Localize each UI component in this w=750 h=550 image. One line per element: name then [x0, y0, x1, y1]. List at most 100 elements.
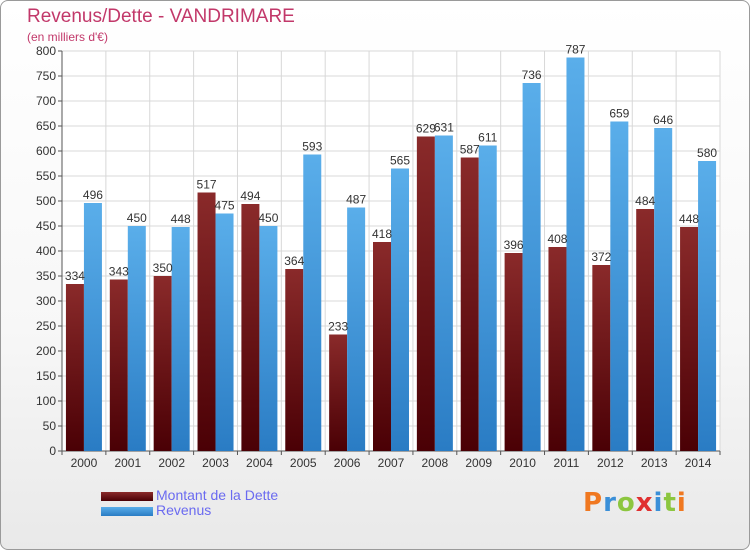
y-tick-label: 200	[36, 344, 56, 358]
data-label-debt: 350	[153, 261, 173, 275]
data-label-debt: 587	[460, 143, 480, 157]
data-label-revenue: 736	[522, 68, 542, 82]
y-tick-label: 750	[36, 69, 56, 83]
logo-letter: P	[583, 488, 604, 518]
data-label-revenue: 496	[83, 188, 103, 202]
bar-revenue	[347, 207, 366, 451]
data-label-debt: 517	[197, 178, 217, 192]
data-label-revenue: 448	[171, 212, 191, 226]
bar-debt	[65, 284, 84, 451]
data-label-debt: 418	[372, 227, 392, 241]
y-tick-label: 800	[36, 44, 56, 58]
x-tick-label: 2004	[246, 456, 273, 470]
data-label-revenue: 580	[697, 146, 717, 160]
y-tick-label: 350	[36, 269, 56, 283]
bar-debt	[329, 334, 348, 451]
bar-debt	[592, 265, 611, 451]
bar-revenue	[215, 213, 234, 451]
bar-revenue	[259, 226, 278, 451]
y-tick-label: 300	[36, 294, 56, 308]
bar-debt	[504, 253, 523, 451]
bar-debt	[197, 192, 216, 451]
bar-revenue	[610, 121, 629, 451]
bar-revenue	[654, 128, 673, 451]
bar-revenue	[434, 135, 453, 451]
y-tick-label: 550	[36, 169, 56, 183]
bar-debt	[416, 136, 435, 451]
y-tick-label: 0	[49, 444, 56, 458]
data-label-debt: 494	[240, 189, 260, 203]
data-label-debt: 372	[591, 250, 611, 264]
data-label-revenue: 565	[390, 154, 410, 168]
x-tick-label: 2008	[422, 456, 449, 470]
legend-swatch-revenue	[101, 507, 153, 516]
x-tick-label: 2006	[334, 456, 361, 470]
legend-label-debt: Montant de la Dette	[156, 487, 279, 503]
bar-revenue	[698, 161, 717, 451]
data-label-revenue: 611	[478, 131, 497, 145]
chart-title: Revenus/Dette - VANDRIMARE	[27, 6, 295, 27]
bar-debt	[548, 247, 567, 451]
x-tick-label: 2001	[114, 456, 141, 470]
data-label-revenue: 487	[346, 193, 366, 207]
bar-revenue	[566, 57, 585, 451]
y-tick-label: 250	[36, 319, 56, 333]
data-label-revenue: 787	[565, 43, 585, 57]
bar-debt	[109, 279, 128, 451]
bar-debt	[636, 209, 655, 451]
logo-letter: r	[603, 488, 617, 518]
x-tick-label: 2002	[158, 456, 185, 470]
data-label-debt: 364	[284, 254, 304, 268]
data-label-debt: 343	[109, 265, 129, 279]
y-tick-label: 450	[36, 219, 56, 233]
bar-revenue	[391, 168, 409, 451]
x-tick-label: 2003	[202, 456, 229, 470]
y-tick-label: 700	[36, 94, 56, 108]
logo-letter: i	[676, 488, 687, 518]
data-label-debt: 396	[504, 238, 524, 252]
bar-revenue	[478, 145, 497, 451]
data-label-debt: 233	[328, 320, 348, 334]
bar-revenue	[127, 226, 146, 451]
bar-revenue	[171, 227, 190, 451]
logo-letter: i	[653, 488, 664, 518]
x-tick-label: 2007	[378, 456, 405, 470]
data-label-debt: 448	[679, 212, 699, 226]
logo-letter: o	[616, 488, 636, 518]
data-label-debt: 334	[65, 269, 85, 283]
y-tick-label: 400	[36, 244, 56, 258]
bar-debt	[680, 227, 699, 451]
x-tick-label: 2011	[554, 456, 580, 470]
data-label-revenue: 646	[653, 113, 673, 127]
proxiti-logo: Proxiti	[583, 488, 687, 518]
bar-debt	[241, 204, 260, 451]
y-tick-label: 600	[36, 144, 56, 158]
y-tick-label: 650	[36, 119, 56, 133]
bar-revenue	[303, 154, 322, 451]
logo-letter: t	[663, 488, 677, 518]
y-tick-label: 500	[36, 194, 56, 208]
data-label-revenue: 450	[127, 211, 147, 225]
logo-letter: x	[635, 488, 654, 518]
data-label-revenue: 631	[434, 121, 454, 135]
x-tick-label: 2013	[641, 456, 668, 470]
x-tick-label: 2014	[685, 456, 712, 470]
y-tick-label: 100	[36, 394, 56, 408]
data-label-debt: 408	[547, 232, 567, 246]
data-label-debt: 484	[635, 194, 655, 208]
x-tick-label: 2005	[290, 456, 317, 470]
x-tick-label: 2010	[509, 456, 536, 470]
data-label-revenue: 593	[302, 140, 322, 154]
data-label-revenue: 659	[609, 107, 629, 121]
data-label-debt: 629	[416, 122, 436, 136]
bar-debt	[460, 157, 479, 451]
bar-debt	[373, 242, 391, 451]
x-tick-label: 2000	[71, 456, 98, 470]
legend-swatch-debt	[101, 492, 153, 501]
y-tick-label: 150	[36, 369, 56, 383]
y-tick-label: 50	[43, 419, 57, 433]
bar-debt	[285, 269, 304, 451]
bar-revenue	[522, 83, 541, 451]
